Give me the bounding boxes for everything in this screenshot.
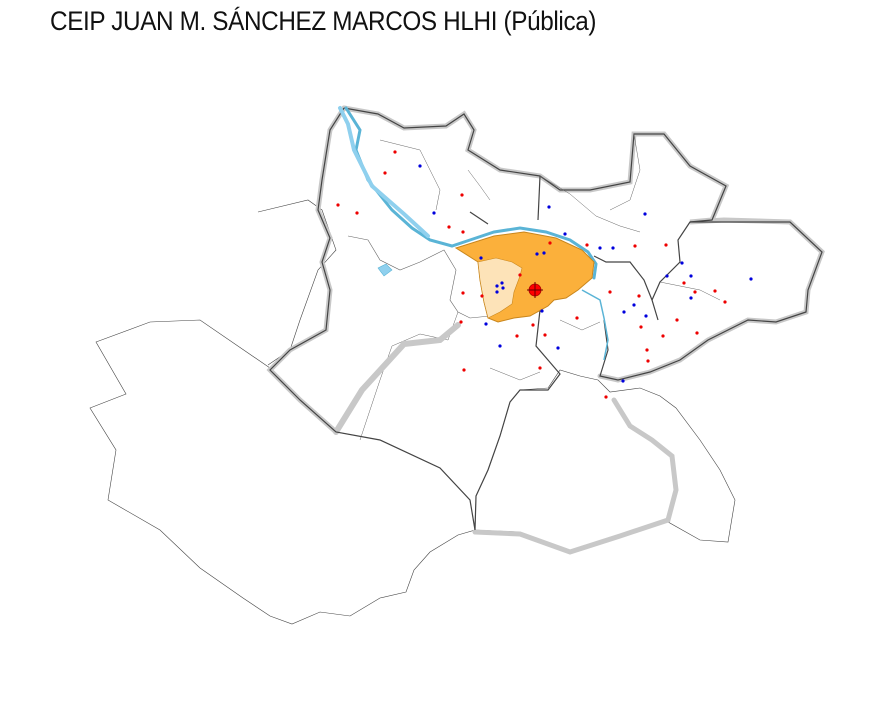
public-school-point	[644, 314, 648, 318]
public-school-point	[689, 296, 693, 300]
private-school-point	[695, 331, 699, 335]
public-school-point	[540, 309, 544, 313]
private-school-point	[462, 368, 466, 372]
district-line-inner-west	[347, 235, 491, 319]
private-school-point	[355, 211, 359, 215]
private-school-point	[480, 294, 484, 298]
public-school-point	[643, 212, 647, 216]
district-line-central	[469, 175, 659, 531]
private-school-point	[393, 150, 397, 154]
private-school-point	[518, 273, 522, 277]
private-school-point	[661, 334, 665, 338]
private-school-point	[575, 316, 579, 320]
private-school-point	[515, 334, 519, 338]
private-school-point	[637, 294, 641, 298]
public-school-point	[665, 274, 669, 278]
public-school-point	[563, 232, 567, 236]
private-school-point	[604, 395, 608, 399]
private-school-point	[548, 241, 552, 245]
public-school-point	[501, 286, 505, 290]
public-school-point	[495, 284, 499, 288]
private-school-point	[447, 225, 451, 229]
private-school-point	[693, 290, 697, 294]
private-school-point	[646, 359, 650, 363]
private-school-point	[675, 318, 679, 322]
private-school-point	[633, 244, 637, 248]
district-line-north	[343, 107, 727, 301]
public-school-point	[495, 290, 499, 294]
public-school-point	[547, 205, 551, 209]
public-school-point	[535, 252, 539, 256]
map-title: CEIP JUAN M. SÁNCHEZ MARCOS HLHI (Públic…	[50, 6, 597, 36]
public-school-point	[498, 344, 502, 348]
private-school-point	[585, 243, 589, 247]
district-outline-west	[257, 199, 337, 366]
public-school-point	[632, 303, 636, 307]
private-school-point	[531, 323, 535, 327]
public-school-point	[432, 211, 436, 215]
public-school-point	[749, 277, 753, 281]
public-school-point	[500, 281, 504, 285]
public-school-point	[680, 261, 684, 265]
private-school-point	[543, 333, 547, 337]
pond	[377, 263, 393, 277]
private-school-point	[336, 203, 340, 207]
private-school-point	[723, 300, 727, 304]
catchment-subarea	[477, 257, 523, 319]
private-school-point	[713, 289, 717, 293]
private-school-point	[460, 193, 464, 197]
ring-road-west-north	[266, 105, 347, 435]
district-outline-southwest	[89, 319, 476, 625]
crosshair-marker-icon	[527, 282, 543, 298]
public-school-point	[598, 246, 602, 250]
district-line-east	[599, 221, 823, 381]
public-school-point	[621, 379, 625, 383]
public-school-point	[542, 251, 546, 255]
private-school-point	[664, 243, 668, 247]
private-school-point	[383, 171, 387, 175]
private-school-point	[461, 291, 465, 295]
private-school-point	[645, 348, 649, 352]
public-school-point	[622, 310, 626, 314]
district-line-west	[269, 107, 476, 531]
private-school-point	[608, 290, 612, 294]
private-school-point	[459, 320, 463, 324]
public-school-point	[556, 346, 560, 350]
public-school-point	[484, 322, 488, 326]
river-gallego	[581, 289, 609, 361]
private-school-points	[336, 150, 727, 399]
public-school-points	[418, 164, 753, 383]
ring-road-south	[472, 397, 679, 555]
catchment-area	[454, 231, 595, 323]
public-school-point	[418, 164, 422, 168]
private-school-point	[639, 325, 643, 329]
ring-road-west	[333, 322, 461, 435]
private-school-point	[538, 366, 542, 370]
internal-boundaries	[379, 133, 721, 381]
public-school-point	[611, 246, 615, 250]
public-school-point	[689, 274, 693, 278]
public-school-point	[479, 256, 483, 260]
river-ebro-north-bank	[338, 106, 430, 238]
private-school-point	[682, 281, 686, 285]
private-school-point	[461, 230, 465, 234]
